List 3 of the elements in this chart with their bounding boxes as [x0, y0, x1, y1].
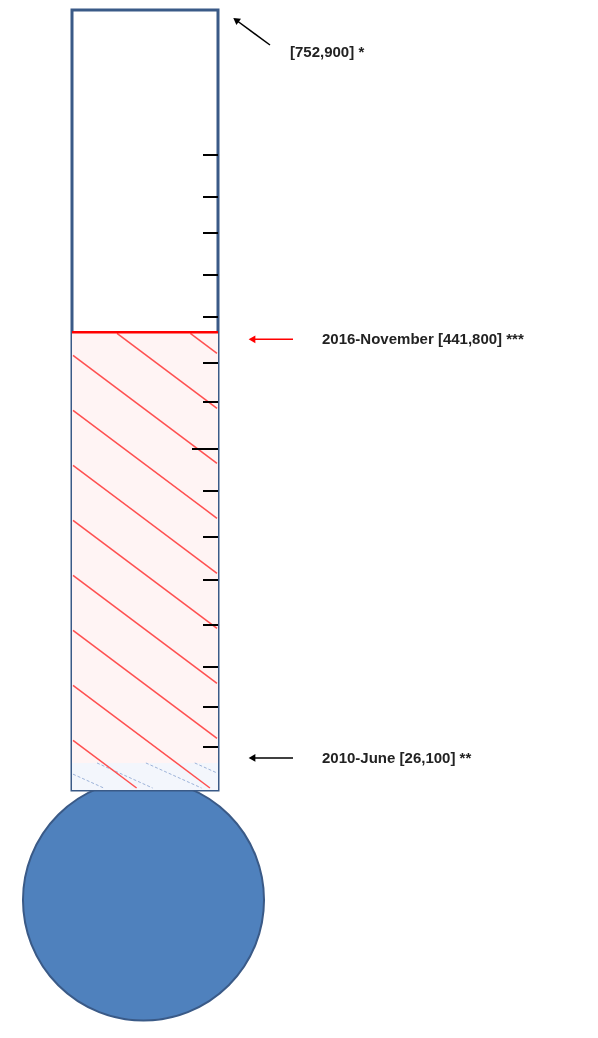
data-label: 2010-June [26,100] **: [322, 748, 472, 766]
data-label: 2016-November [441,800] ***: [322, 330, 524, 348]
data-label: [752,900] *: [290, 43, 365, 60]
